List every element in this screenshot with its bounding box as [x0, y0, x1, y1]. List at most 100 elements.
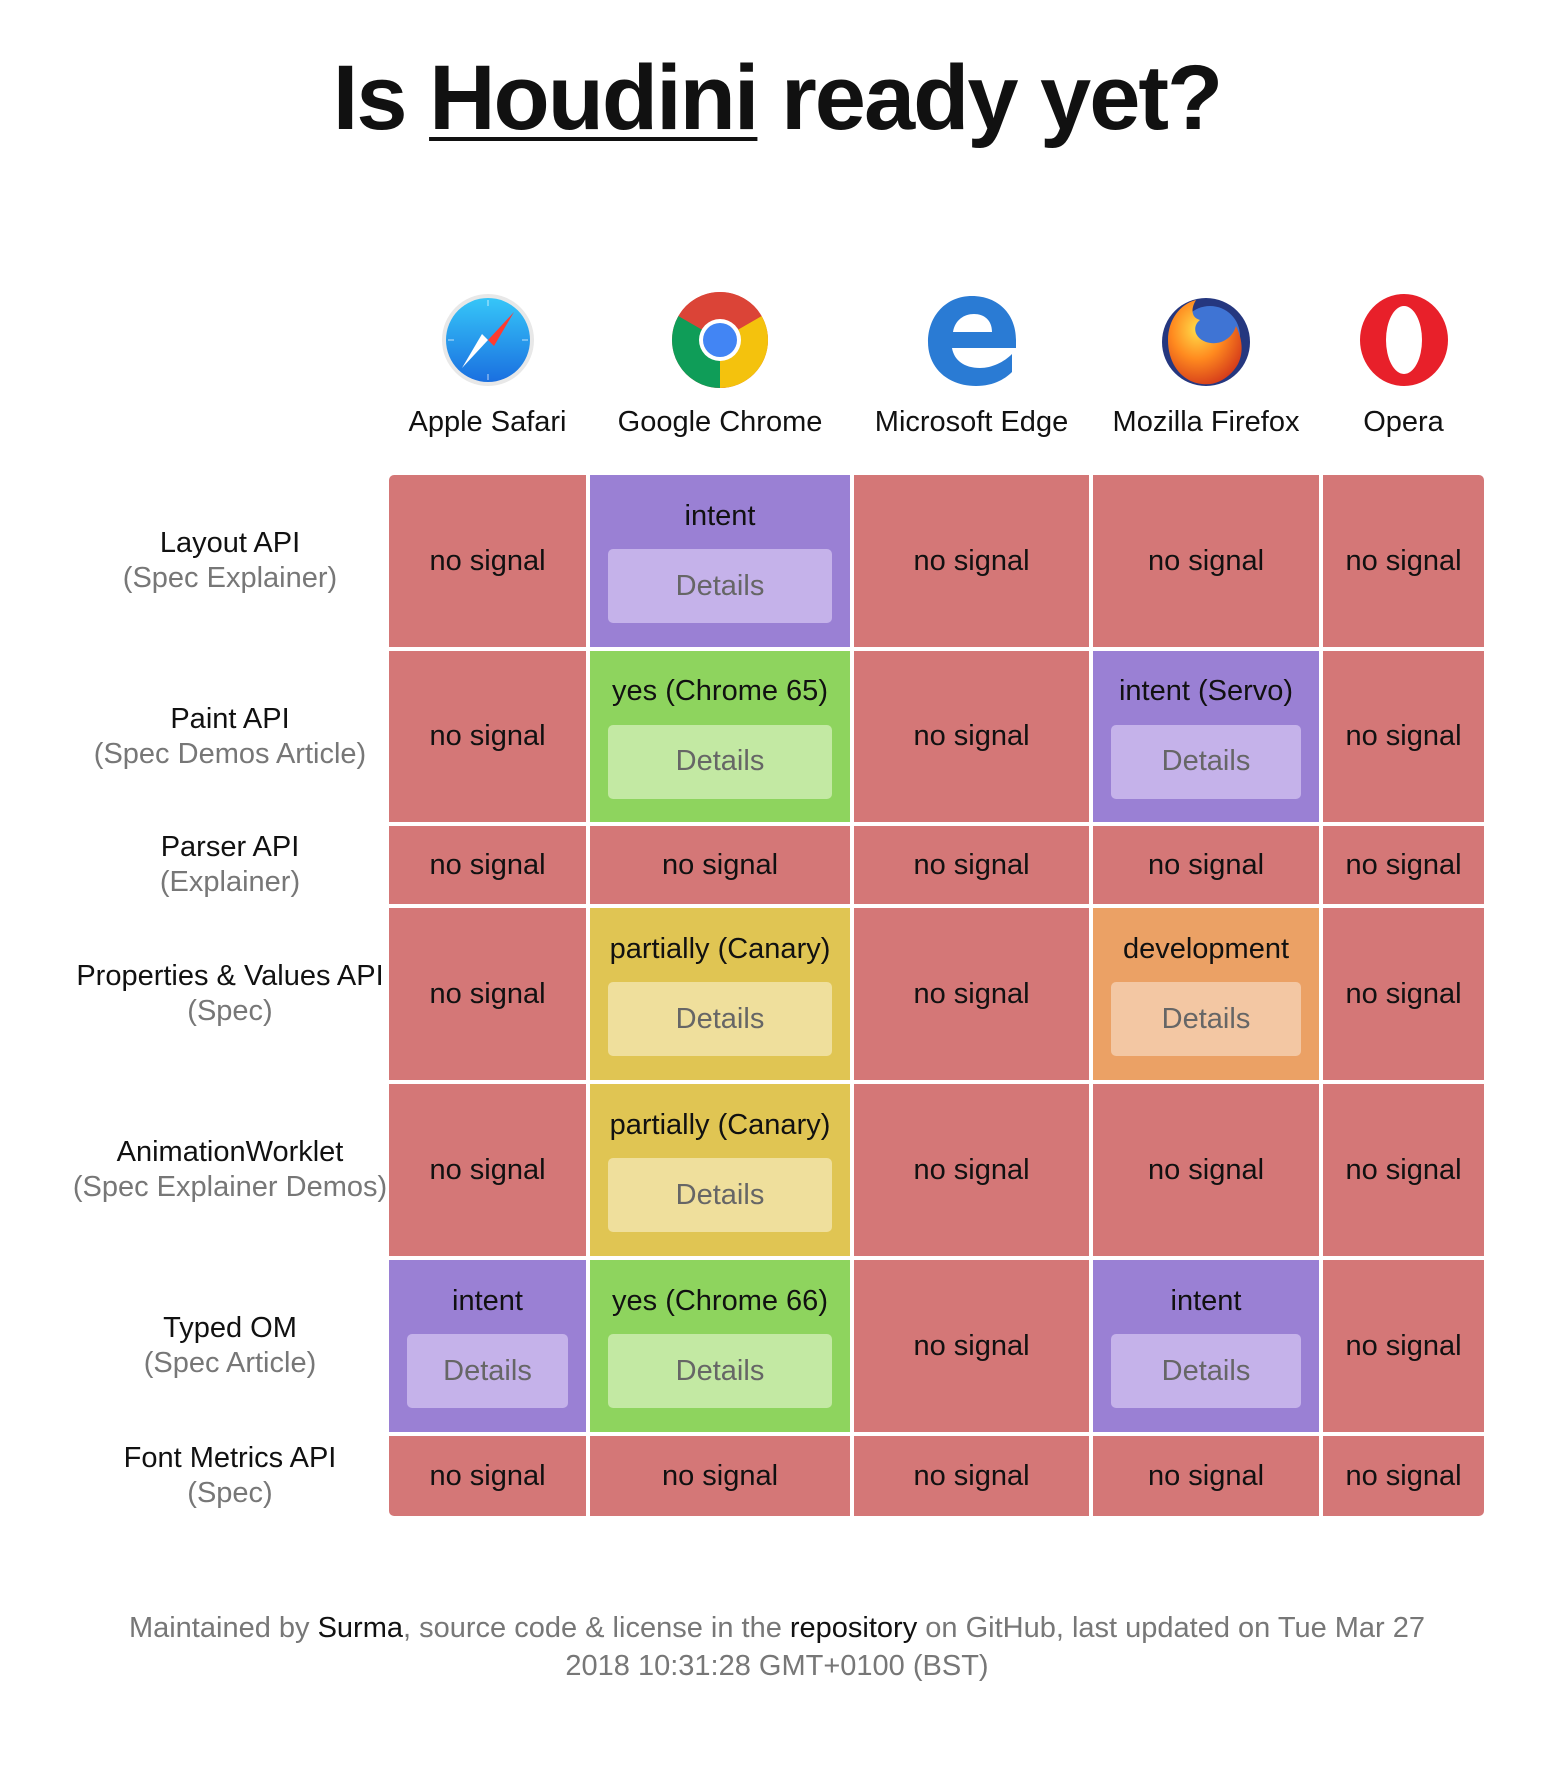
status-text: no signal: [661, 848, 779, 881]
spec-link[interactable]: Demos: [285, 1171, 378, 1203]
details-button[interactable]: Details: [608, 724, 832, 799]
paren-open: (: [93, 737, 104, 770]
paren-open: (: [143, 1347, 154, 1379]
status-text: no signal: [661, 1459, 779, 1492]
paren-close: ): [290, 866, 301, 898]
spec-link[interactable]: Demos: [177, 737, 270, 770]
spec-link[interactable]: Spec: [153, 1347, 220, 1379]
status-cell: no signal: [389, 475, 586, 647]
status-cell: no signal: [854, 1260, 1089, 1432]
details-button[interactable]: Details: [608, 982, 832, 1057]
row-label: Layout API (Spec Explainer): [40, 475, 420, 647]
footer: Maintained by Surma, source code & licen…: [100, 1610, 1454, 1685]
paren-close: ): [356, 737, 367, 770]
status-text: intent: [452, 1284, 523, 1317]
api-name: Layout API: [159, 527, 301, 559]
api-links: (Spec): [40, 1477, 420, 1510]
api-name: Typed OM: [163, 1312, 297, 1344]
status-text: no signal: [429, 848, 546, 881]
status-cell: no signal: [854, 475, 1089, 647]
status-cell: no signal: [1323, 826, 1484, 904]
status-text: no signal: [1345, 1153, 1462, 1186]
status-text: intent (Servo): [1118, 675, 1294, 708]
status-cell: no signal: [389, 908, 586, 1080]
api-name: Paint API: [170, 702, 290, 735]
author-link[interactable]: Surma: [317, 1612, 403, 1644]
spec-link[interactable]: Explainer: [169, 866, 291, 898]
status-text: no signal: [1345, 1329, 1462, 1362]
details-button[interactable]: Details: [1111, 724, 1301, 799]
status-cell: no signal: [1323, 475, 1484, 647]
status-text: no signal: [1345, 848, 1462, 881]
edge-icon: [922, 290, 1022, 390]
api-links: (Spec Demos Article): [40, 738, 420, 771]
status-cell: intent Details: [1093, 1260, 1319, 1432]
spec-link[interactable]: Spec: [196, 1477, 264, 1509]
repository-link[interactable]: repository: [789, 1612, 918, 1644]
status-cell: no signal: [854, 908, 1089, 1080]
details-button[interactable]: Details: [1111, 982, 1301, 1057]
status-text: yes (Chrome 65): [612, 675, 828, 708]
browser-header: Google Chrome: [600, 290, 840, 439]
status-cell: no signal: [1323, 651, 1484, 822]
status-text: no signal: [429, 720, 546, 753]
paren-close: ): [263, 1477, 273, 1509]
details-button[interactable]: Details: [608, 549, 832, 624]
details-button[interactable]: Details: [608, 1158, 832, 1233]
browser-header: Opera: [1284, 290, 1524, 439]
spec-link[interactable]: Explainer: [206, 562, 328, 594]
status-cell: yes (Chrome 66) Details: [590, 1260, 850, 1432]
status-cell: no signal: [1093, 475, 1319, 647]
status-cell: no signal: [854, 1436, 1089, 1516]
status-cell: yes (Chrome 65) Details: [590, 651, 850, 822]
browser-header: Microsoft Edge: [852, 290, 1092, 439]
api-links: (Spec Explainer Demos): [40, 1171, 420, 1204]
row-label: AnimationWorklet (Spec Explainer Demos): [40, 1084, 420, 1256]
status-text: no signal: [913, 720, 1030, 753]
status-text: no signal: [913, 1153, 1030, 1186]
spec-link[interactable]: Spec: [132, 562, 199, 594]
status-text: no signal: [913, 977, 1030, 1010]
spec-link[interactable]: Spec: [103, 737, 170, 770]
paren-open: (: [187, 1477, 197, 1509]
status-cell: no signal: [590, 1436, 850, 1516]
details-button[interactable]: Details: [608, 1334, 832, 1409]
api-name: Parser API: [160, 831, 300, 863]
spec-link[interactable]: Spec: [196, 995, 264, 1027]
status-cell: no signal: [1093, 826, 1319, 904]
browser-name: Google Chrome: [617, 406, 823, 438]
safari-icon: [438, 290, 538, 390]
status-text: no signal: [1345, 544, 1462, 577]
title-suffix: ready yet?: [757, 47, 1223, 149]
row-label: Typed OM (Spec Article): [40, 1260, 420, 1432]
paren-close: ): [327, 562, 338, 594]
browser-header: Apple Safari: [368, 290, 608, 439]
status-cell: no signal: [389, 1084, 586, 1256]
browser-name: Apple Safari: [408, 406, 567, 438]
browser-header: Mozilla Firefox: [1086, 290, 1326, 439]
title-prefix: Is: [332, 47, 430, 149]
row-label: Parser API (Explainer): [40, 826, 420, 904]
status-text: no signal: [1345, 977, 1462, 1010]
status-text: no signal: [913, 848, 1030, 881]
browser-name: Mozilla Firefox: [1112, 406, 1300, 438]
status-text: partially (Canary): [609, 1108, 831, 1141]
details-button[interactable]: Details: [407, 1334, 568, 1409]
spec-link[interactable]: Article: [226, 1347, 307, 1379]
status-text: no signal: [1147, 1153, 1265, 1186]
status-cell: no signal: [389, 826, 586, 904]
status-cell: no signal: [854, 1084, 1089, 1256]
status-cell: no signal: [389, 1436, 586, 1516]
houdini-link[interactable]: Houdini: [429, 47, 759, 149]
details-button[interactable]: Details: [1111, 1334, 1301, 1409]
paren-close: ): [377, 1171, 388, 1203]
api-links: (Explainer): [40, 866, 420, 899]
spec-link[interactable]: Explainer: [156, 1171, 278, 1203]
api-name: AnimationWorklet: [116, 1136, 344, 1168]
status-cell: no signal: [1323, 1260, 1484, 1432]
spec-link[interactable]: Spec: [82, 1171, 149, 1203]
status-cell: no signal: [854, 826, 1089, 904]
spec-link[interactable]: Article: [275, 737, 357, 770]
paren-open: (: [159, 866, 170, 898]
status-text: no signal: [1147, 848, 1265, 881]
